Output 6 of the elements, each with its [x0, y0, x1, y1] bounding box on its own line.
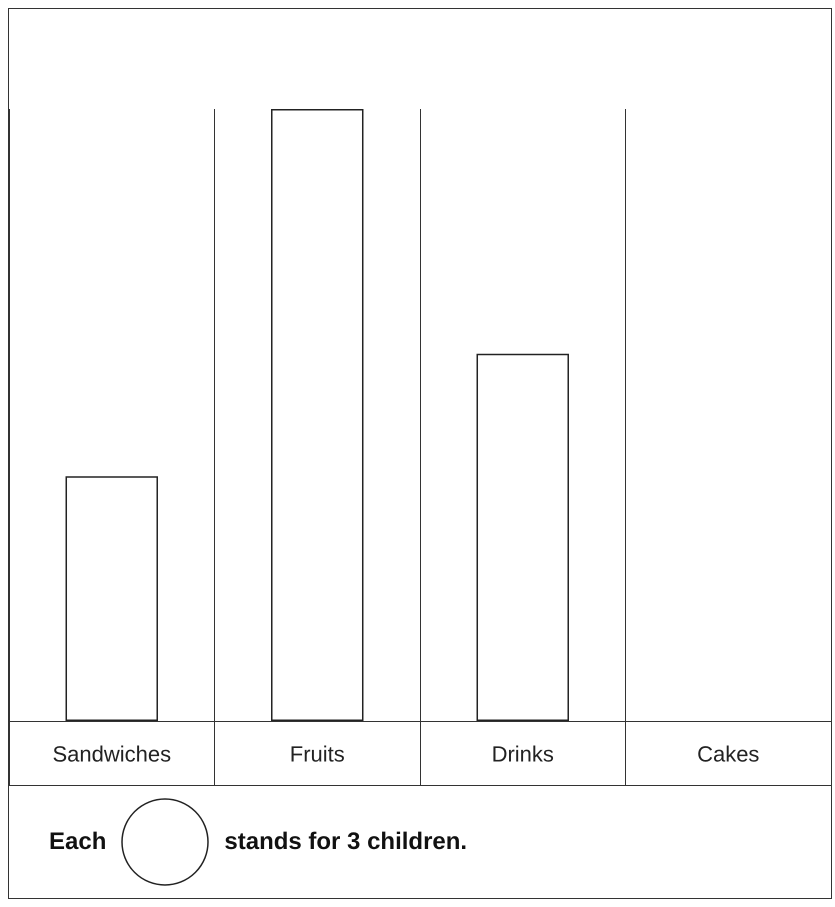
- x-tick-label: Sandwiches: [52, 742, 172, 766]
- x-tick-label: Cakes: [697, 742, 760, 766]
- x-tick-label: Drinks: [492, 742, 554, 766]
- text: stands for 3 children.: [224, 828, 468, 856]
- text: Each: [49, 828, 106, 856]
- x-tick-label: Fruits: [290, 742, 345, 766]
